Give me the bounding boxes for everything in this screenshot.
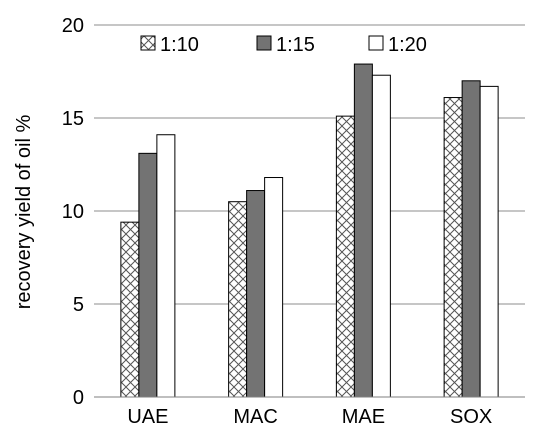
bar-uae-1-20	[156, 134, 176, 398]
legend-label: 1:15	[276, 34, 315, 56]
bar-uae-1-10	[120, 221, 140, 398]
legend-label: 1:20	[388, 34, 427, 56]
bar-mac-1-10	[228, 201, 248, 398]
bars	[120, 63, 499, 398]
x-category-label: MAC	[233, 406, 277, 428]
bar-mac-1-15	[246, 190, 266, 398]
y-tick-label: 10	[62, 201, 84, 223]
legend-swatch	[256, 35, 272, 51]
y-tick-label: 15	[62, 108, 84, 130]
bar-mae-1-15	[353, 63, 373, 398]
x-category-label: MAE	[342, 406, 385, 428]
bar-sox-1-15	[461, 80, 481, 398]
legend-swatch	[140, 35, 156, 51]
legend-label: 1:10	[160, 34, 199, 56]
x-category-label: SOX	[450, 406, 492, 428]
y-tick-label: 5	[73, 294, 84, 316]
legend: 1:10 1:15 1:20	[140, 34, 427, 56]
bar-sox-1-20	[479, 85, 499, 398]
x-category-label: UAE	[127, 406, 168, 428]
bar-sox-1-10	[443, 97, 463, 398]
y-axis-title: recovery yield of oil %	[13, 115, 35, 310]
y-tick-labels: 0 5 10 15 20	[62, 15, 84, 409]
y-tick-label: 20	[62, 15, 84, 37]
bar-mac-1-20	[264, 177, 284, 398]
y-tick-label: 0	[73, 387, 84, 409]
bar-uae-1-15	[138, 152, 158, 398]
legend-swatch	[368, 35, 384, 51]
bar-mae-1-20	[371, 74, 391, 398]
bar-mae-1-10	[335, 115, 355, 398]
x-category-labels: UAE MAC MAE SOX	[127, 406, 492, 428]
